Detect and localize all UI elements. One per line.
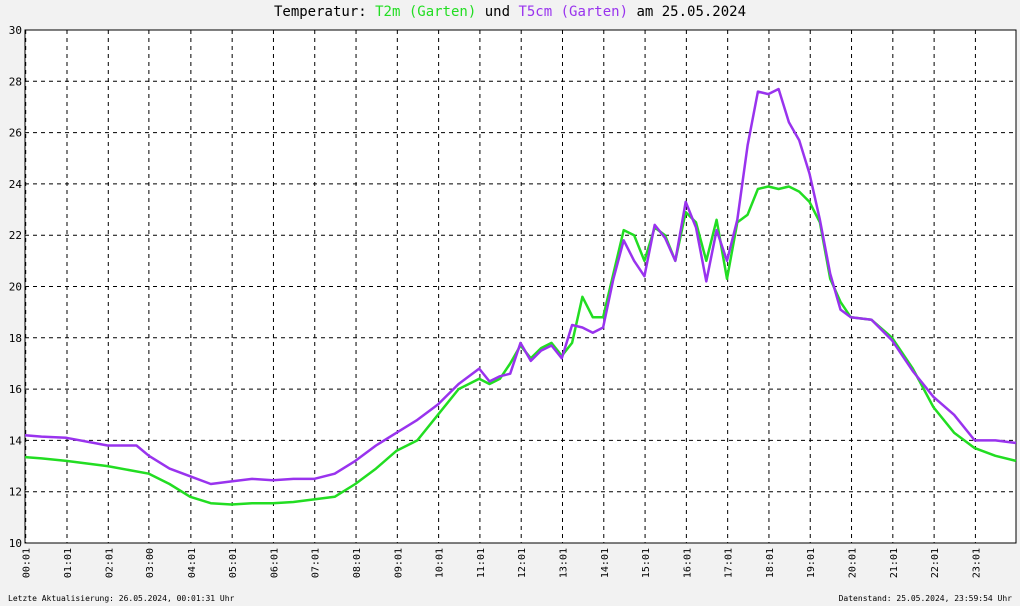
- x-tick-label: 02:01: [104, 548, 115, 578]
- series-line-t5cm: [24, 87, 1017, 486]
- x-tick-label: 04:01: [187, 548, 198, 578]
- x-tick-label: 12:01: [517, 548, 528, 578]
- x-tick-label: 16:01: [682, 548, 693, 578]
- x-tick-label: 03:00: [145, 548, 156, 578]
- x-tick-label: 22:01: [930, 548, 941, 578]
- x-tick-label: 21:01: [889, 548, 900, 578]
- y-tick-label: 30: [9, 24, 22, 37]
- x-tick-label: 09:01: [393, 548, 404, 578]
- y-tick-label: 20: [9, 281, 22, 294]
- x-tick-label: 08:01: [352, 548, 363, 578]
- x-tick-label: 18:01: [765, 548, 776, 578]
- x-tick-label: 23:01: [971, 548, 982, 578]
- y-tick-label: 24: [9, 178, 23, 191]
- y-tick-label: 26: [9, 127, 22, 140]
- x-tick-label: 15:01: [641, 548, 652, 578]
- x-tick-label: 11:01: [476, 548, 487, 578]
- y-tick-label: 22: [9, 229, 22, 242]
- x-tick-label: 20:01: [848, 548, 859, 578]
- x-tick-label: 06:01: [269, 548, 280, 578]
- x-tick-label: 14:01: [600, 548, 611, 578]
- x-tick-label: 10:01: [435, 548, 446, 578]
- y-tick-label: 28: [9, 75, 22, 88]
- last-update-text: Letzte Aktualisierung: 26.05.2024, 00:01…: [8, 594, 235, 603]
- x-tick-label: 01:01: [63, 548, 74, 578]
- y-tick-label: 18: [9, 332, 22, 345]
- x-tick-label: 05:01: [228, 548, 239, 578]
- data-status-text: Datenstand: 25.05.2024, 23:59:54 Uhr: [838, 594, 1012, 603]
- y-tick-label: 14: [9, 434, 23, 447]
- y-tick-label: 10: [9, 537, 22, 550]
- x-tick-label: 07:01: [311, 548, 322, 578]
- x-tick-label: 00:01: [22, 548, 33, 578]
- title-date: am 25.05.2024: [628, 4, 747, 20]
- title-prefix: Temperatur:: [273, 4, 376, 20]
- y-tick-label: 16: [9, 383, 22, 396]
- title-series-t2m: T2m (Garten): [375, 4, 477, 20]
- x-tick-label: 19:01: [806, 548, 817, 578]
- plot-border: [24, 29, 1017, 544]
- y-tick-label: 12: [9, 486, 22, 499]
- x-tick-label: 13:01: [558, 548, 569, 578]
- chart-title: Temperatur: T2m (Garten) und T5cm (Garte…: [0, 4, 1020, 20]
- x-tick-label: 17:01: [724, 548, 735, 578]
- title-connector: und: [476, 4, 519, 20]
- title-series-t5cm: T5cm (Garten): [518, 4, 629, 20]
